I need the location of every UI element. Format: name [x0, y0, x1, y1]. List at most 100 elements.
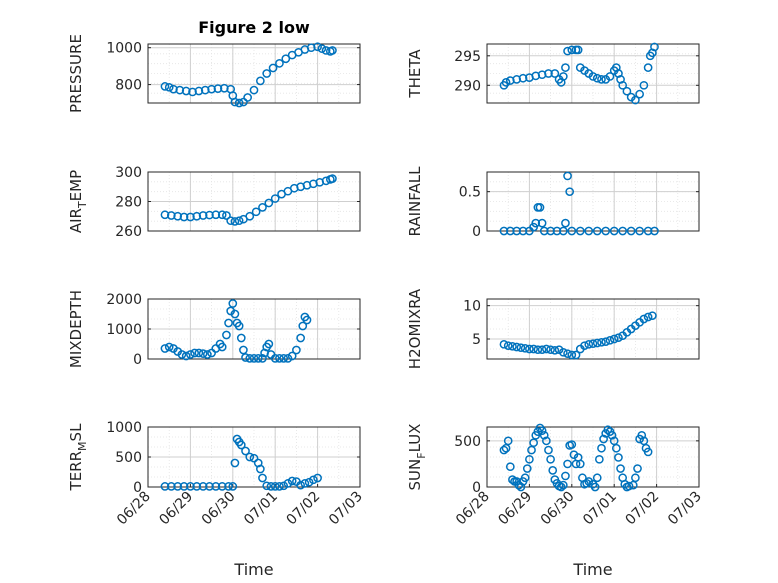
data-point [529, 344, 538, 354]
y-axis-label: H2OMIXRA [406, 288, 424, 369]
data-point [266, 482, 276, 491]
data-point [275, 482, 284, 491]
data-point [580, 341, 589, 351]
data-point [245, 452, 255, 462]
data-point [533, 345, 543, 355]
data-point [537, 218, 547, 228]
data-point [179, 482, 189, 491]
data-point [173, 211, 183, 221]
data-point [177, 350, 187, 359]
data-point [205, 210, 214, 220]
data-point [499, 445, 509, 455]
y-axis-label: TERRMSL [67, 423, 89, 492]
data-point [224, 318, 233, 328]
data-point [624, 481, 634, 491]
y-tick-label: 0 [133, 480, 142, 496]
data-point [609, 334, 619, 344]
data-point [648, 311, 657, 321]
data-point [611, 443, 621, 453]
y-tick-label: 1000 [106, 420, 142, 436]
data-point [241, 446, 250, 456]
data-point [508, 341, 517, 351]
data-point [234, 321, 244, 331]
data-point [313, 473, 322, 483]
data-point [279, 481, 289, 491]
data-point [236, 440, 246, 450]
data-point [173, 482, 183, 491]
data-point [558, 480, 568, 490]
data-point [567, 440, 577, 449]
y-tick-label: 500 [454, 434, 481, 450]
data-point [258, 473, 267, 483]
data-point [622, 86, 632, 96]
data-point [503, 341, 513, 351]
data-point [592, 73, 602, 83]
subplot-2: 290 295 THETA [406, 42, 700, 105]
data-point [516, 482, 526, 492]
axes-box [486, 426, 700, 488]
data-point [597, 75, 606, 84]
data-point [650, 42, 659, 52]
data-point [296, 333, 305, 343]
data-point [595, 454, 604, 464]
data-point [275, 354, 284, 363]
data-point [571, 350, 581, 360]
data-point [198, 482, 208, 491]
data-point [217, 482, 227, 491]
data-point [552, 226, 562, 236]
data-point [567, 45, 577, 55]
x-axis-label: Time [572, 560, 612, 579]
data-point [643, 226, 653, 236]
data-point [275, 59, 284, 68]
data-point [283, 354, 293, 363]
data-point [597, 443, 606, 453]
y-axis-label: AIRTEMP [67, 170, 89, 233]
data-point [588, 72, 598, 81]
data-point [160, 210, 170, 220]
data-point [520, 473, 530, 483]
y-tick-label: 260 [115, 224, 142, 240]
data-point [546, 345, 555, 355]
data-point [328, 46, 337, 55]
data-point [590, 482, 600, 492]
data-point [234, 216, 244, 226]
data-point [561, 471, 570, 481]
data-point [262, 69, 272, 78]
data-point [635, 226, 644, 236]
data-point [262, 481, 272, 491]
data-point [207, 84, 216, 94]
data-point [516, 343, 526, 353]
data-point [328, 174, 337, 183]
subplot-5: 0 1000 2000 MIXDEPTH [67, 290, 361, 368]
y-tick-label: 0 [133, 352, 142, 368]
subplot-4: 0 0.5 RAINFALL [406, 166, 700, 240]
data-point [230, 97, 240, 107]
data-point [194, 348, 204, 358]
data-point [603, 425, 613, 435]
data-point [635, 89, 644, 99]
data-point [313, 42, 322, 52]
data-point [283, 479, 293, 488]
data-point [512, 342, 522, 352]
data-point [567, 226, 577, 236]
data-point [563, 459, 572, 469]
y-tick-label: 10 [463, 299, 481, 315]
data-point [217, 342, 227, 352]
data-point [296, 480, 305, 490]
y-tick-label: 280 [115, 195, 142, 211]
data-point [181, 351, 191, 361]
data-point [633, 464, 642, 473]
data-point [160, 82, 170, 91]
data-point [650, 226, 659, 236]
data-point [186, 482, 195, 491]
data-point [512, 226, 522, 236]
data-point [618, 80, 628, 90]
data-point [230, 309, 240, 319]
y-tick-label: 0 [472, 480, 481, 496]
data-point [300, 479, 310, 488]
data-point [616, 464, 625, 473]
data-point [561, 63, 570, 72]
data-point [631, 95, 640, 105]
data-point [505, 462, 515, 472]
